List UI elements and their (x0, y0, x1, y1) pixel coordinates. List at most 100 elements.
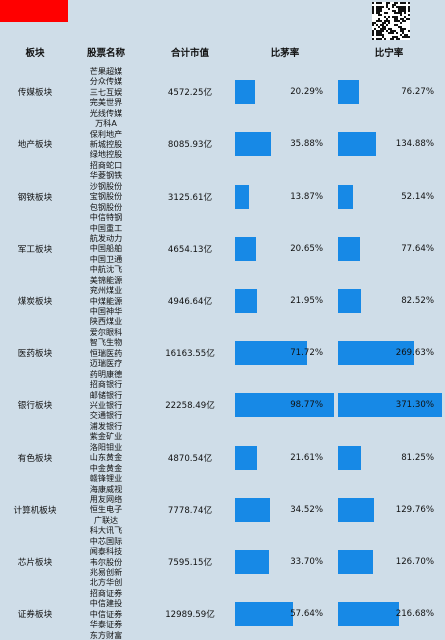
stock-name: 中国卫通 (89, 253, 123, 264)
stock-name: 新城控股 (89, 139, 123, 149)
stock-name: 兖州煤业 (89, 285, 123, 296)
market-cap-value: 7595.15亿 (167, 557, 213, 568)
stock-name: 万科A (95, 118, 117, 129)
maotai-ratio-bar (235, 288, 257, 313)
header-market-cap: 合计市值 (170, 48, 210, 59)
stock-name: 中航沈飞 (89, 264, 123, 275)
sector-label: 芯片板块 (17, 557, 53, 568)
stock-name: 洛阳钼业 (89, 441, 123, 452)
stock-name: 中国神华 (89, 306, 123, 316)
maotai-ratio-label: 20.29% (290, 87, 323, 98)
stock-name: 交通银行 (89, 410, 123, 421)
stock-name: 绿地控股 (89, 149, 123, 160)
stock-name: 沙钢股份 (89, 180, 123, 191)
ningde-ratio-bar (338, 445, 361, 470)
sector-label: 煤炭板块 (17, 296, 53, 307)
ningde-ratio-label: 82.52% (401, 295, 434, 306)
ningde-ratio-bar (338, 80, 360, 105)
maotai-ratio-bar (235, 549, 269, 574)
market-cap-value: 4572.25亿 (167, 88, 213, 99)
stock-name: 三七互娱 (89, 86, 123, 97)
market-cap-value: 12989.59亿 (165, 610, 215, 621)
sector-label: 计算机板块 (13, 505, 57, 516)
maotai-ratio-label: 33.70% (290, 556, 323, 567)
sector-label: 证券板块 (17, 610, 53, 621)
stock-name: 招商银行 (89, 379, 123, 390)
stock-name: 完美世界 (89, 97, 123, 108)
header-sector: 板块 (25, 48, 45, 59)
stock-name: 兆易创新 (89, 567, 123, 577)
header-ratio-maotai: 比茅率 (270, 48, 300, 59)
ningde-ratio-bar (338, 497, 375, 522)
stock-name: 保利地产 (89, 128, 123, 139)
market-cap-value: 4870.54亿 (167, 453, 213, 464)
ningde-ratio-bar (338, 288, 362, 313)
ningde-ratio-label: 129.76% (395, 504, 434, 515)
stock-name: 爱尔眼科 (89, 327, 123, 337)
stock-name: 闻泰科技 (89, 546, 123, 557)
stock-name: 陕西煤业 (89, 316, 123, 327)
sector-label: 传媒板块 (17, 88, 53, 99)
maotai-ratio-bar (235, 184, 249, 209)
qr-code (372, 2, 410, 40)
maotai-ratio-label: 20.65% (290, 243, 323, 254)
header-ratio-ningde: 比宁率 (374, 48, 404, 59)
stock-name: 邮储银行 (89, 389, 123, 400)
ningde-ratio-bar (338, 341, 414, 366)
maotai-ratio-bar (235, 80, 256, 105)
maotai-ratio-label: 13.87% (290, 191, 323, 202)
sector-label: 军工板块 (17, 244, 53, 255)
stock-name: 中煤能源 (89, 295, 123, 306)
stock-name: 浦发银行 (89, 420, 123, 431)
stock-name: 宝钢股份 (89, 191, 123, 202)
sector-label: 地产板块 (17, 140, 53, 151)
stock-name: 科大讯飞 (89, 525, 123, 536)
stock-name: 用友网络 (89, 494, 123, 504)
stock-name: 招商蛇口 (89, 159, 123, 170)
stock-name: 海康威视 (89, 483, 123, 494)
stock-name: 招商证券 (89, 588, 123, 598)
stock-name: 迈瑞医疗 (89, 358, 123, 369)
maotai-ratio-label: 21.95% (290, 295, 323, 306)
ningde-ratio-bar (338, 549, 374, 574)
stock-name: 兴业银行 (89, 400, 123, 410)
maotai-ratio-bar (235, 602, 293, 627)
maotai-ratio-bar (235, 341, 307, 366)
stock-name: 智飞生物 (89, 337, 123, 348)
maotai-ratio-label: 98.77% (290, 400, 323, 411)
ningde-ratio-label: 371.30% (395, 400, 434, 411)
stock-name: 中国重工 (89, 222, 123, 233)
ningde-ratio-label: 52.14% (401, 191, 434, 202)
stock-name: 中芯国际 (89, 535, 123, 546)
stock-name: 恒生电子 (89, 504, 123, 515)
stock-name: 包钢股份 (89, 201, 123, 212)
ningde-ratio-label: 76.27% (401, 87, 434, 98)
ningde-ratio-bar (338, 602, 399, 627)
market-cap-value: 16163.55亿 (165, 349, 215, 360)
stock-name: 广联达 (93, 514, 119, 525)
market-cap-value: 8085.93亿 (167, 140, 213, 151)
market-cap-value: 4946.64亿 (167, 296, 213, 307)
stock-name: 华泰证券 (89, 619, 123, 630)
stock-name: 中金黄金 (89, 462, 123, 473)
ningde-ratio-label: 216.68% (395, 609, 434, 620)
stock-name: 山东黄金 (89, 452, 123, 463)
stock-name: 赣锋锂业 (89, 473, 123, 483)
ningde-ratio-label: 134.88% (395, 139, 434, 150)
maotai-ratio-bar (235, 445, 257, 470)
stock-name: 分众传媒 (89, 76, 123, 87)
ningde-ratio-label: 126.70% (395, 556, 434, 567)
ningde-ratio-label: 77.64% (401, 243, 434, 254)
ningde-ratio-bar (338, 184, 353, 209)
stock-name: 航发动力 (89, 233, 123, 243)
stock-name: 中国船舶 (89, 243, 123, 254)
ningde-ratio-bar (338, 132, 376, 157)
stock-name: 中信证券 (89, 608, 123, 619)
maotai-ratio-label: 34.52% (290, 504, 323, 515)
market-cap-value: 4654.13亿 (167, 244, 213, 255)
stock-name: 东方财富 (89, 629, 123, 640)
market-cap-value: 22258.49亿 (165, 401, 215, 412)
maotai-ratio-label: 57.64% (290, 609, 323, 620)
ningde-ratio-bar (338, 393, 442, 418)
ningde-ratio-bar (338, 236, 360, 261)
